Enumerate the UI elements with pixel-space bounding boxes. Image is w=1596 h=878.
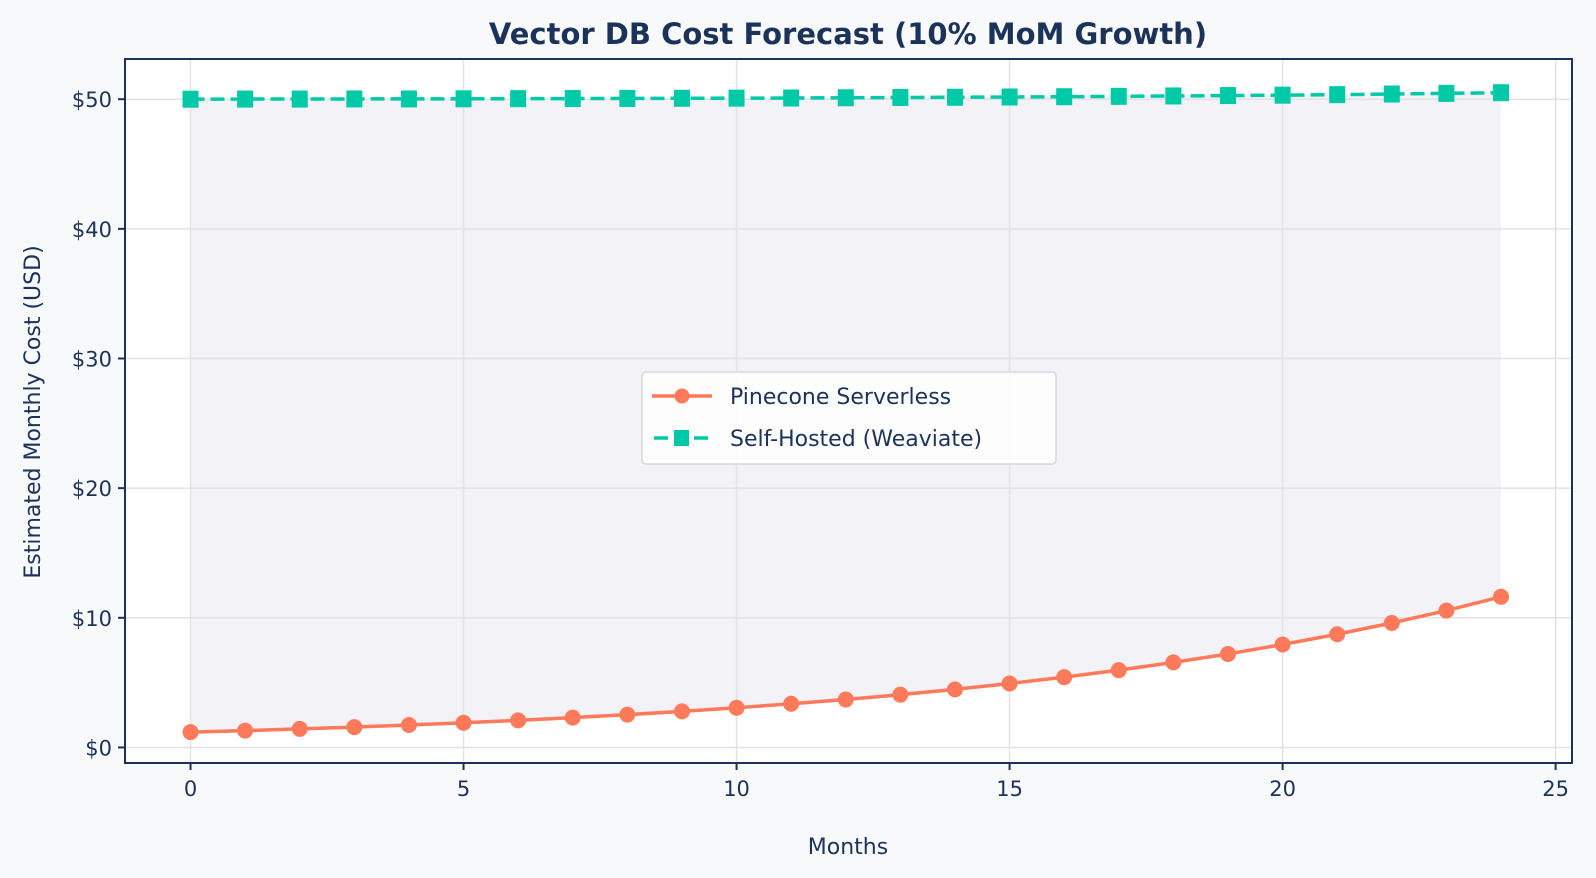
legend-label-self-hosted: Self-Hosted (Weaviate) — [730, 427, 982, 452]
data-point — [400, 717, 417, 734]
series-layer — [182, 84, 1510, 741]
legend: Pinecone Serverless Self-Hosted (Weaviat… — [641, 371, 1057, 465]
data-point — [291, 720, 308, 737]
data-point — [892, 686, 909, 703]
data-point — [1165, 87, 1182, 105]
data-point — [1274, 636, 1291, 653]
data-point — [400, 90, 417, 108]
legend-item-pinecone: Pinecone Serverless — [652, 385, 951, 410]
data-point — [1438, 602, 1455, 619]
data-point — [728, 699, 745, 716]
y-tick-label: $40 — [72, 218, 112, 242]
chart-title: Vector DB Cost Forecast (10% MoM Growth) — [489, 17, 1207, 51]
data-point — [946, 88, 963, 106]
data-point — [1383, 85, 1400, 103]
axes-frame — [124, 58, 1573, 764]
data-point — [1110, 87, 1127, 105]
legend-marker-self-hosted — [674, 430, 689, 446]
data-point — [510, 90, 527, 108]
data-point — [783, 695, 800, 712]
data-point — [564, 90, 581, 108]
data-point — [1110, 662, 1127, 679]
legend-label-pinecone: Pinecone Serverless — [730, 385, 951, 410]
data-point — [1329, 86, 1346, 104]
y-tick-label: $0 — [85, 736, 112, 760]
data-point — [1001, 88, 1018, 106]
data-point — [1001, 675, 1018, 692]
x-axis-label: Months — [808, 835, 888, 860]
x-tick-label: 20 — [1269, 777, 1296, 801]
data-point — [182, 90, 199, 108]
x-tick-label: 25 — [1542, 777, 1569, 801]
data-point — [237, 90, 254, 108]
y-tick-label: $10 — [72, 607, 112, 631]
series-self-hosted — [182, 84, 1510, 108]
data-point — [619, 89, 636, 107]
data-point — [346, 90, 363, 108]
data-point — [728, 89, 745, 107]
data-point — [1056, 669, 1073, 686]
data-point — [455, 90, 472, 108]
data-point — [619, 706, 636, 723]
tick-layer: 0 5 10 15 20 25 $0 $10 $20 $30 $40 $50 — [72, 88, 1569, 801]
data-point — [182, 724, 199, 741]
data-point — [783, 89, 800, 107]
data-point — [1493, 588, 1510, 605]
legend-box — [641, 371, 1057, 465]
data-point — [673, 703, 690, 720]
data-point — [1219, 87, 1236, 105]
data-point — [1329, 626, 1346, 643]
data-point — [455, 714, 472, 731]
x-tick-label: 15 — [996, 777, 1023, 801]
data-point — [237, 722, 254, 739]
data-point — [892, 89, 909, 107]
y-tick-label: $20 — [72, 477, 112, 501]
data-point — [1383, 614, 1400, 631]
data-point — [837, 89, 854, 107]
data-point — [1493, 84, 1510, 102]
x-tick-label: 0 — [184, 777, 197, 801]
x-tick-label: 5 — [457, 777, 470, 801]
series-pinecone — [182, 588, 1510, 741]
data-point — [673, 89, 690, 107]
data-point — [1056, 88, 1073, 106]
y-tick-label: $30 — [72, 347, 112, 371]
y-tick-label: $50 — [72, 88, 112, 112]
data-point — [1274, 86, 1291, 104]
data-point — [1219, 645, 1236, 662]
data-point — [564, 709, 581, 726]
data-point — [837, 691, 854, 708]
data-point — [946, 681, 963, 698]
legend-marker-pinecone — [674, 388, 690, 404]
data-point — [346, 719, 363, 736]
data-point — [510, 712, 527, 729]
y-axis-label: Estimated Monthly Cost (USD) — [21, 245, 46, 578]
x-tick-label: 10 — [723, 777, 750, 801]
data-point — [1165, 654, 1182, 671]
data-point — [1438, 84, 1455, 102]
data-point — [291, 90, 308, 108]
legend-item-self-hosted: Self-Hosted (Weaviate) — [654, 427, 982, 452]
